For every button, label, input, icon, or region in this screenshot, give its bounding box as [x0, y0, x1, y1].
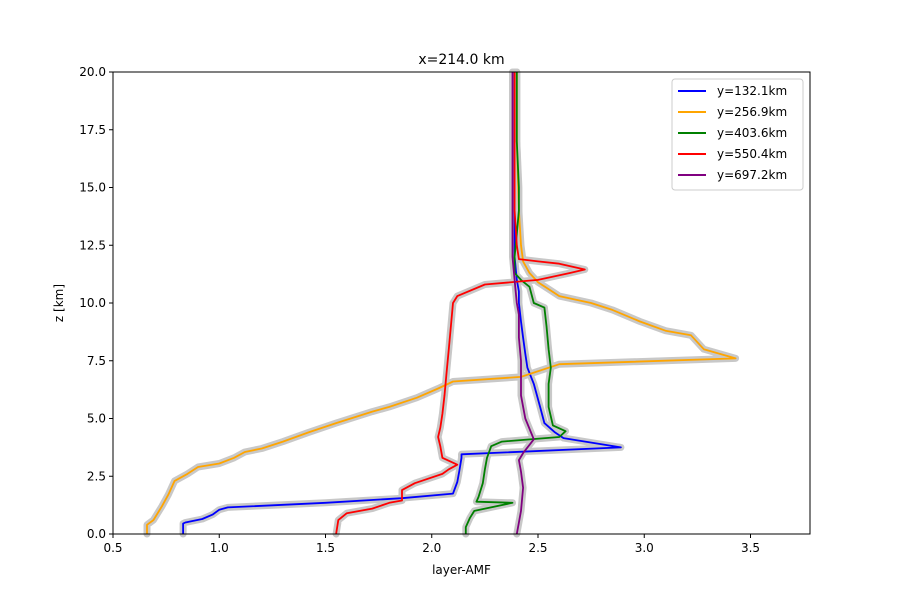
legend-label: y=697.2km: [717, 168, 787, 182]
series-lines: [146, 72, 737, 535]
y-tick-label: 10.0: [79, 296, 106, 310]
x-tick-label: 1.5: [316, 541, 335, 555]
y-tick-label: 12.5: [79, 238, 106, 252]
x-tick-label: 2.5: [528, 541, 547, 555]
y-tick-label: 15.0: [79, 181, 106, 195]
x-tick-label: 0.5: [103, 541, 122, 555]
x-axis-label: layer-AMF: [432, 563, 491, 577]
y-tick-label: 2.5: [87, 469, 106, 483]
y-tick-label: 17.5: [79, 123, 106, 137]
x-tick-label: 3.0: [635, 541, 654, 555]
y-axis-ticks: 0.0 2.5 5.0 7.5 10.0 12.5 15.0 17.5 20.0: [79, 65, 113, 541]
x-tick-label: 2.0: [422, 541, 441, 555]
uncertainty-bands: [143, 68, 740, 538]
legend-label: y=256.9km: [717, 105, 787, 119]
y-tick-label: 5.0: [87, 412, 106, 426]
legend-box: [671, 78, 804, 191]
y-tick-label: 20.0: [79, 65, 106, 79]
chart-title: x=214.0 km: [418, 52, 504, 68]
uncertainty-band-1: [179, 68, 625, 538]
legend-label: y=550.4km: [717, 147, 787, 161]
series-line-3: [464, 72, 567, 534]
series-line-2: [146, 72, 737, 534]
legend: y=132.1km y=256.9km y=403.6km y=550.4km y=69…: [671, 78, 804, 191]
x-axis-ticks: 0.5 1.0 1.5 2.0 2.5 3.0 3.5: [103, 534, 760, 555]
x-tick-label: 3.5: [741, 541, 760, 555]
x-tick-label: 1.0: [210, 541, 229, 555]
series-line-1: [182, 72, 622, 534]
series-line-5: [511, 72, 535, 535]
y-tick-label: 7.5: [87, 354, 106, 368]
series-line-4: [335, 72, 586, 535]
legend-label: y=403.6km: [717, 126, 787, 140]
y-axis-label: z [km]: [52, 284, 66, 322]
legend-label: y=132.1km: [717, 84, 787, 98]
uncertainty-band-2: [143, 68, 740, 538]
y-tick-label: 0.0: [87, 527, 106, 541]
